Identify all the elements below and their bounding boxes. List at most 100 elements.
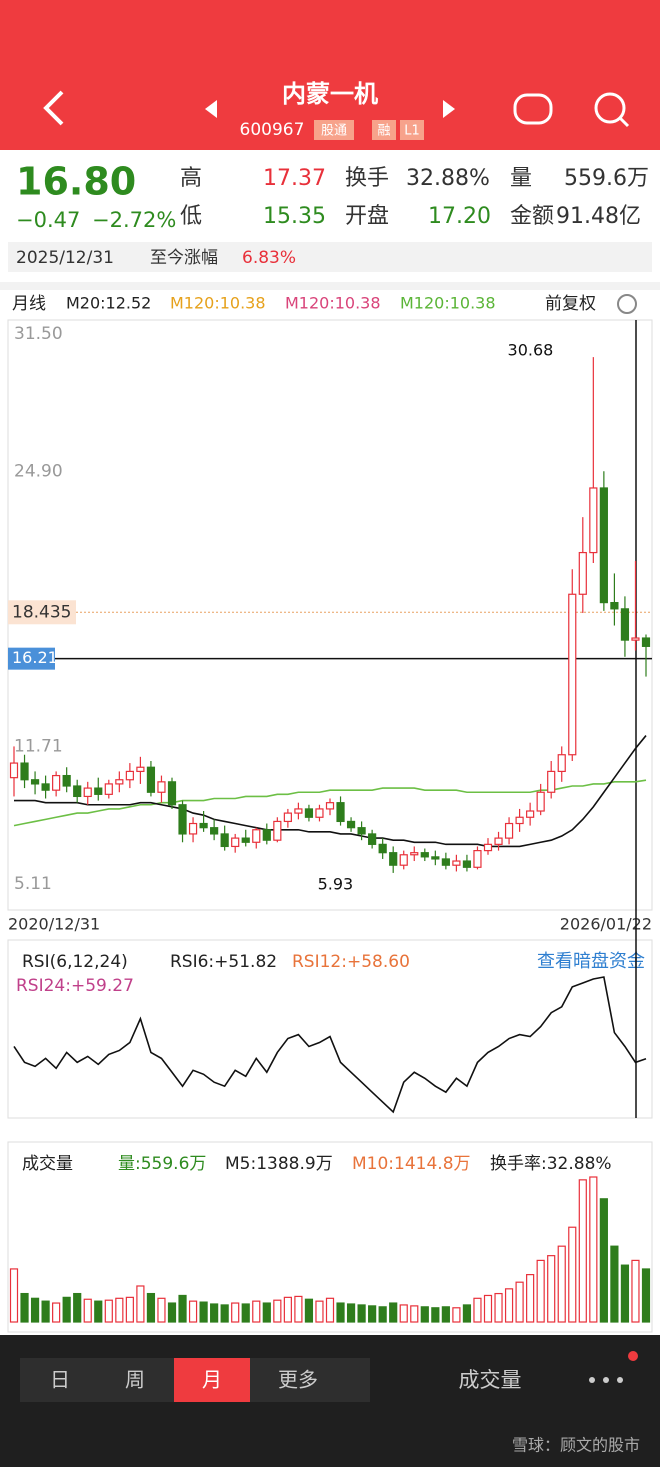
- candle-body: [20, 762, 29, 781]
- volume-bar: [420, 1306, 429, 1323]
- tab[interactable]: 月: [202, 1368, 222, 1392]
- more-dot[interactable]: [589, 1377, 595, 1383]
- ma-label: M20:12.52: [66, 294, 151, 313]
- candle-body: [641, 637, 651, 647]
- label: 换手: [345, 166, 389, 191]
- candle-body: [94, 787, 103, 795]
- candle-body: [241, 837, 250, 843]
- volume-bar: [589, 1176, 598, 1323]
- volume-bar: [452, 1307, 461, 1323]
- candle-body: [357, 827, 366, 835]
- candle-body: [631, 637, 640, 641]
- volume-bar: [357, 1304, 366, 1323]
- candle-body: [231, 837, 240, 848]
- end-date: 2026/01/22: [560, 915, 652, 934]
- m5: M5:1388.9万: [225, 1154, 333, 1174]
- volume-bar: [62, 1296, 71, 1323]
- candle-body: [73, 785, 82, 798]
- volume-bar: [304, 1298, 314, 1323]
- candle-body: [378, 843, 387, 854]
- candle-body: [620, 608, 630, 641]
- candle-body: [462, 860, 472, 868]
- m10: M10:1414.8万: [352, 1154, 471, 1174]
- ma20-line: [14, 735, 647, 848]
- volume-bar: [146, 1292, 156, 1323]
- volume-bar: [599, 1198, 608, 1323]
- indicator[interactable]: 成交量: [459, 1368, 522, 1392]
- dark-pool-link[interactable]: 查看暗盘资金: [537, 951, 645, 972]
- volume-bar: [294, 1295, 303, 1323]
- candle-body: [167, 781, 177, 806]
- candle-body: [399, 854, 408, 866]
- ref-label-bg: [8, 600, 76, 625]
- tab[interactable]: 日: [50, 1368, 70, 1392]
- candle-body: [389, 852, 398, 866]
- candle-body: [157, 781, 166, 793]
- value: 17.20: [428, 204, 491, 229]
- volume-bar: [157, 1297, 166, 1323]
- volume-bar: [557, 1245, 566, 1323]
- volume-bar: [94, 1300, 103, 1323]
- volume-bar: [220, 1304, 229, 1323]
- candle-body: [115, 779, 124, 785]
- candle-body: [273, 820, 282, 841]
- value: 6.83%: [242, 248, 296, 268]
- value: 15.35: [263, 204, 326, 229]
- candle-body: [568, 593, 577, 756]
- candle-body: [336, 802, 345, 823]
- volume-value: 量:559.6万: [118, 1154, 206, 1174]
- volume-bar: [52, 1302, 61, 1323]
- ma-label: M120:10.38: [400, 294, 496, 313]
- volume-bar: [188, 1300, 198, 1323]
- candle-body: [547, 770, 556, 793]
- volume-bar: [210, 1303, 219, 1323]
- candle-body: [294, 808, 303, 814]
- volume-bar: [336, 1302, 345, 1323]
- candle-body: [504, 822, 514, 839]
- date: 2025/12/31: [16, 248, 114, 268]
- rsi6: RSI6:+51.82: [170, 952, 277, 972]
- candle-body: [146, 766, 156, 793]
- volume-bar: [526, 1274, 535, 1323]
- tab[interactable]: 周: [125, 1368, 145, 1392]
- value: 17.37: [263, 166, 326, 191]
- y-tick-label: 24.90: [14, 462, 63, 482]
- adjust[interactable]: 前复权: [545, 294, 596, 314]
- back-button[interactable]: [43, 90, 64, 126]
- settings-icon[interactable]: [617, 294, 637, 314]
- candle-body: [83, 787, 92, 798]
- candle-body: [526, 810, 535, 818]
- label: 开盘: [345, 204, 389, 229]
- volume-title[interactable]: 成交量: [22, 1154, 73, 1174]
- chat-icon[interactable]: [513, 93, 553, 125]
- volume-bar: [483, 1294, 493, 1323]
- candle-body: [557, 754, 566, 773]
- candle-body: [431, 856, 440, 860]
- tab[interactable]: 更多: [278, 1368, 318, 1392]
- candle-body: [368, 833, 377, 845]
- more-dot: [617, 1377, 623, 1383]
- rsi-frame: [7, 939, 653, 1119]
- candle-body: [41, 783, 50, 791]
- search-icon: [618, 116, 630, 128]
- volume-bar: [410, 1305, 419, 1323]
- volume-frame: [7, 1141, 653, 1333]
- volume-bar: [515, 1281, 524, 1323]
- volume-bar: [346, 1303, 356, 1323]
- candle-body: [346, 820, 356, 829]
- prev-stock[interactable]: [205, 100, 217, 118]
- value: 32.88%: [406, 166, 490, 191]
- separator: [0, 282, 660, 290]
- search-icon[interactable]: [594, 92, 626, 124]
- volume-bar: [610, 1245, 619, 1323]
- rsi-title[interactable]: RSI(6,12,24): [22, 952, 128, 972]
- period: 月线: [12, 294, 46, 314]
- label: 金额: [510, 204, 554, 229]
- max-label: 30.68: [508, 341, 554, 360]
- next-stock[interactable]: [443, 100, 455, 118]
- candle-body: [304, 808, 314, 818]
- volume-bar: [368, 1305, 377, 1323]
- volume-bar: [378, 1306, 387, 1323]
- volume-bar: [252, 1300, 261, 1323]
